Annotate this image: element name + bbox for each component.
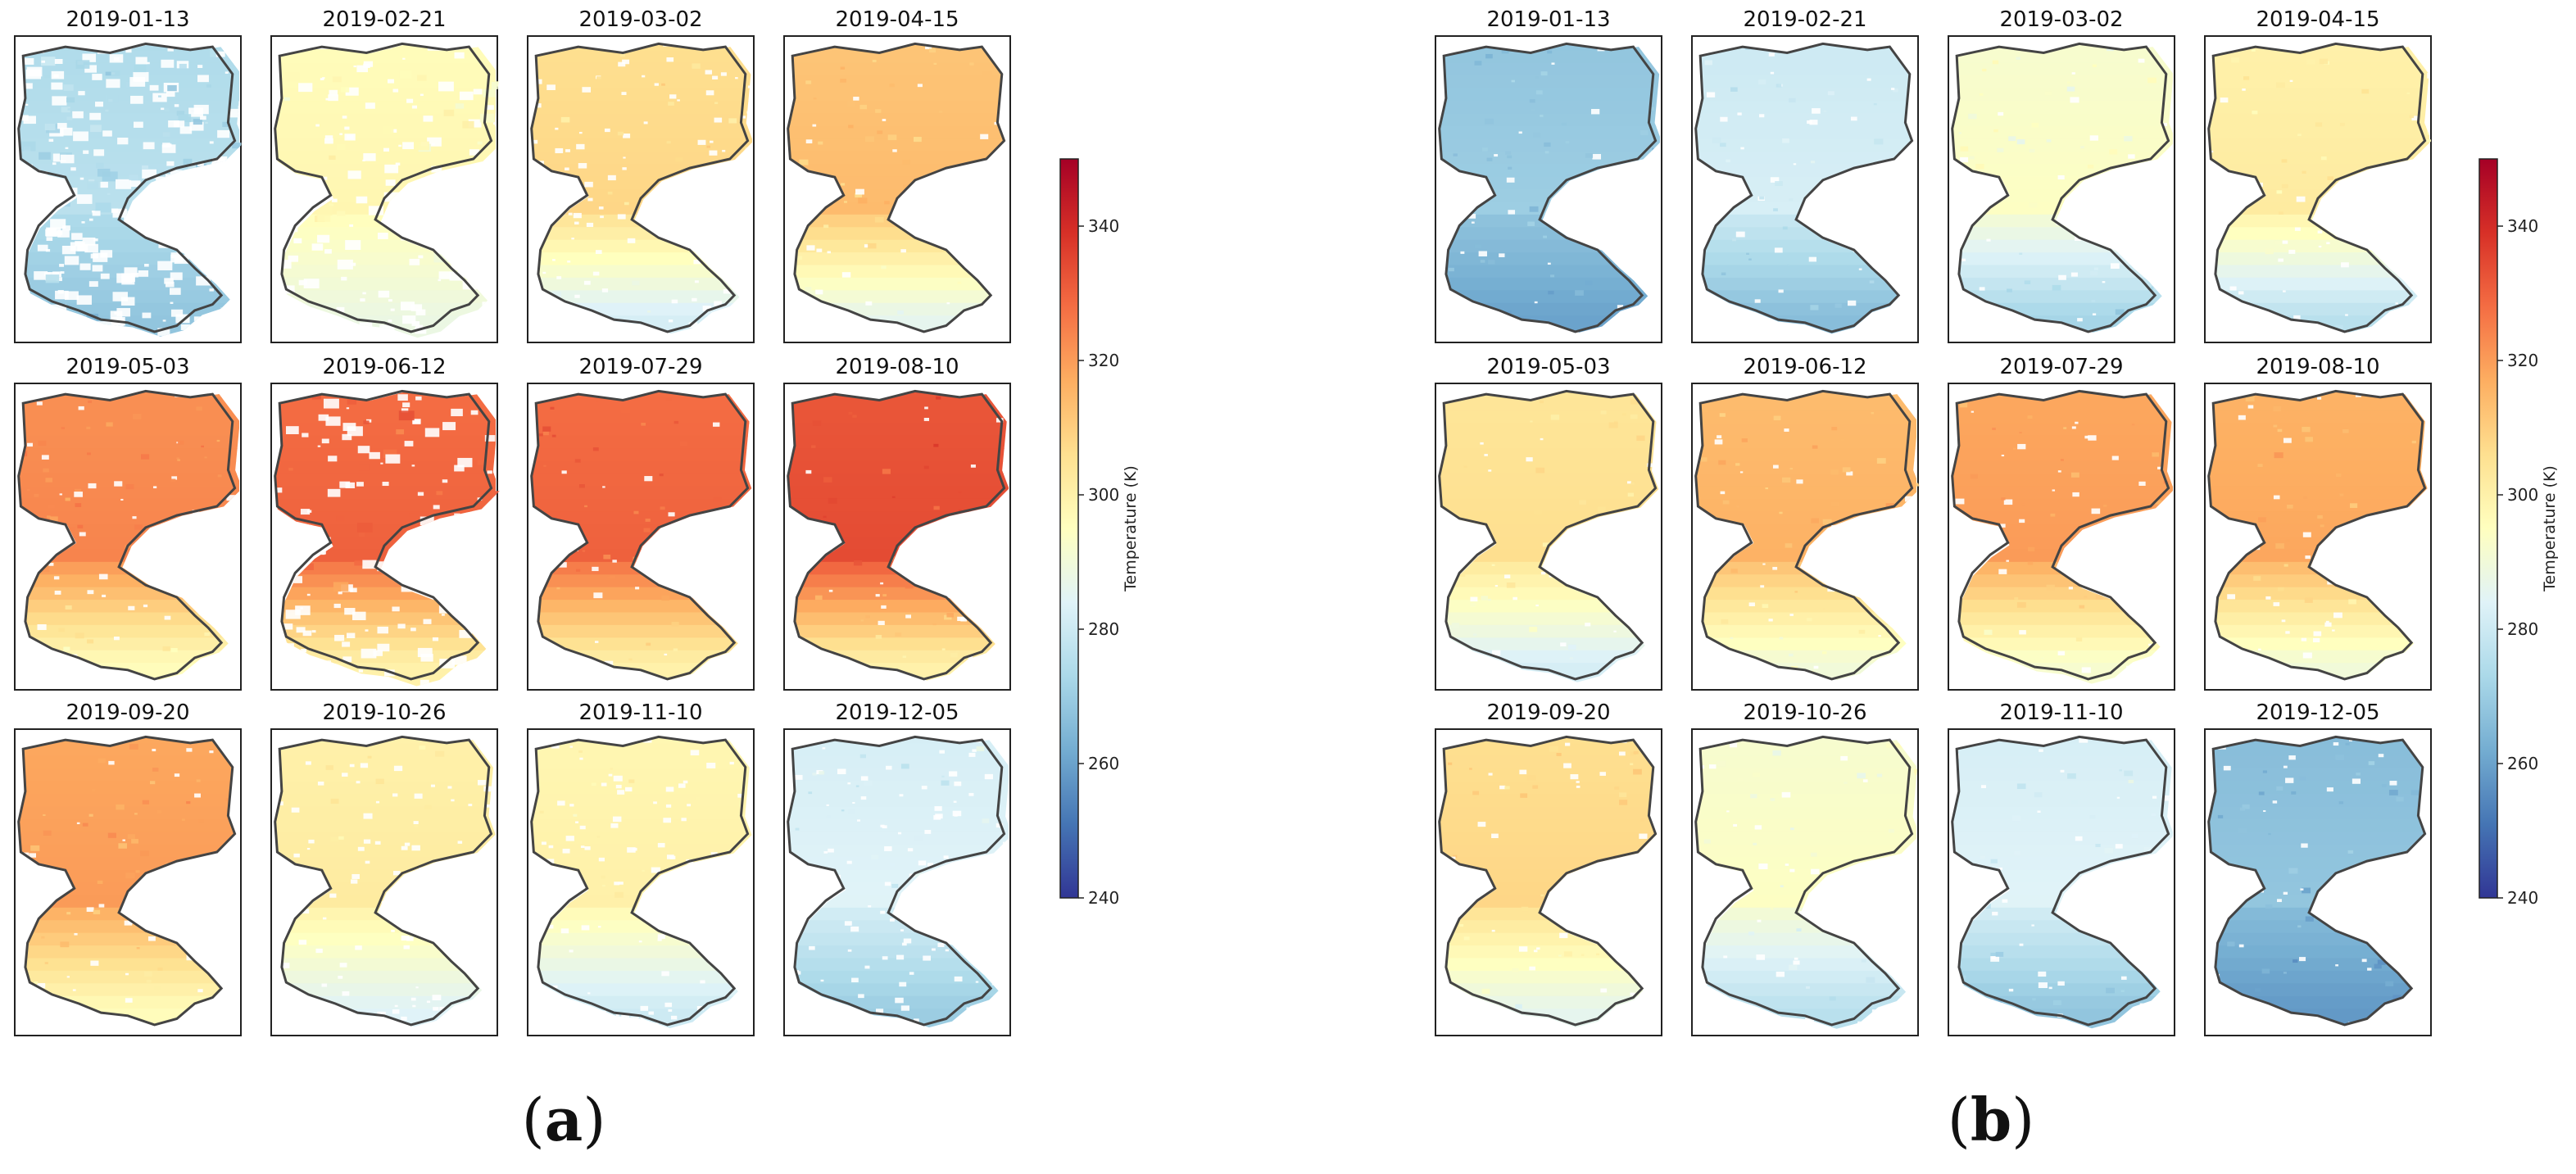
colorbar-a: 240 260 280 300 320 340 Temperature (K) [1059,158,1140,908]
map-cell-2019-11-10: 2019-11-10 [527,700,755,1036]
map-title: 2019-10-26 [322,700,446,725]
map-cell-2019-04-15: 2019-04-15 [783,7,1011,343]
map-cell-2019-04-15: 2019-04-15 [2204,7,2432,343]
map-cell-2019-06-12: 2019-06-12 [270,355,501,691]
colorbar-tick-label: 280 [2507,619,2538,639]
map-cell-2019-12-05: 2019-12-05 [783,700,1013,1036]
colorbar-label: Temperature (K) [2541,465,2559,592]
map-cell-2019-08-10: 2019-08-10 [2204,355,2432,691]
map-cell-2019-02-21: 2019-02-21 [270,7,502,343]
map-title: 2019-01-13 [66,7,189,32]
colorbar-b: 240 260 280 300 320 340 Temperature (K) [2478,158,2559,908]
colorbar-tick-label: 240 [1088,888,1119,908]
map-title: 2019-10-26 [1743,700,1866,725]
map-title: 2019-04-15 [2256,7,2379,32]
map-cell-2019-03-02: 2019-03-02 [1948,7,2176,343]
colorbar-gradient [2478,158,2498,899]
map-title: 2019-06-12 [322,355,446,379]
map-cell-2019-02-21: 2019-02-21 [1691,7,1919,343]
map-title: 2019-07-29 [578,355,702,379]
map-cell-2019-10-26: 2019-10-26 [270,700,498,1036]
map-title: 2019-07-29 [1999,355,2123,379]
map-title: 2019-05-03 [1486,355,1610,379]
map-cell-2019-09-20: 2019-09-20 [1435,700,1662,1036]
map-title: 2019-03-02 [578,7,702,32]
map-title: 2019-05-03 [66,355,189,379]
heatmap-panel-a: 2019-01-13 2019-02-21 2019-03-02 2019-04-15… [14,7,1140,1036]
heatmap-panel-b: 2019-01-13 2019-02-21 2019-03-02 2019-04-15… [1435,7,2559,1036]
colorbar-tick-label: 240 [2507,888,2538,908]
map-cell-2019-05-03: 2019-05-03 [1435,355,1662,691]
map-cell-2019-07-29: 2019-07-29 [527,355,755,691]
map-title: 2019-01-13 [1486,7,1610,32]
map-title: 2019-12-05 [835,700,959,725]
map-title: 2019-08-10 [2256,355,2379,379]
map-title: 2019-04-15 [835,7,959,32]
colorbar-gradient [1059,158,1079,899]
map-cell-2019-10-26: 2019-10-26 [1691,700,1920,1036]
map-title: 2019-06-12 [1743,355,1866,379]
map-title: 2019-09-20 [66,700,189,725]
colorbar-tick-label: 340 [2507,216,2538,236]
colorbar-tick-label: 280 [1088,619,1119,639]
colorbar-tick-label: 320 [1088,351,1119,370]
colorbar-tick-label: 300 [2507,485,2538,505]
colorbar-tick-label: 340 [1088,216,1119,236]
colorbar-tick-label: 300 [1088,485,1119,505]
map-cell-2019-08-10: 2019-08-10 [783,355,1011,691]
colorbar-tick-label: 260 [2507,754,2538,773]
subfigure-label-b: (b) [1948,1085,2035,1154]
map-cell-2019-01-13: 2019-01-13 [1435,7,1662,343]
map-title: 2019-02-21 [322,7,446,32]
map-title: 2019-09-20 [1486,700,1610,725]
map-cell-2019-12-05: 2019-12-05 [2204,700,2432,1036]
map-cell-2019-07-29: 2019-07-29 [1948,355,2175,691]
colorbar-label: Temperature (K) [1122,465,1140,592]
map-title: 2019-08-10 [835,355,959,379]
map-title: 2019-12-05 [2256,700,2379,725]
map-cell-2019-11-10: 2019-11-10 [1948,700,2175,1036]
map-cell-2019-09-20: 2019-09-20 [14,700,242,1036]
map-title: 2019-02-21 [1743,7,1866,32]
map-cell-2019-06-12: 2019-06-12 [1691,355,1921,691]
map-cell-2019-03-02: 2019-03-02 [527,7,755,343]
map-cell-2019-05-03: 2019-05-03 [14,355,243,691]
subfigure-label-a: (a) [522,1085,606,1154]
map-cell-2019-01-13: 2019-01-13 [14,7,244,343]
map-title: 2019-11-10 [578,700,702,725]
map-title: 2019-03-02 [1999,7,2123,32]
colorbar-tick-label: 320 [2507,351,2538,370]
colorbar-tick-label: 260 [1088,754,1119,773]
map-title: 2019-11-10 [1999,700,2123,725]
